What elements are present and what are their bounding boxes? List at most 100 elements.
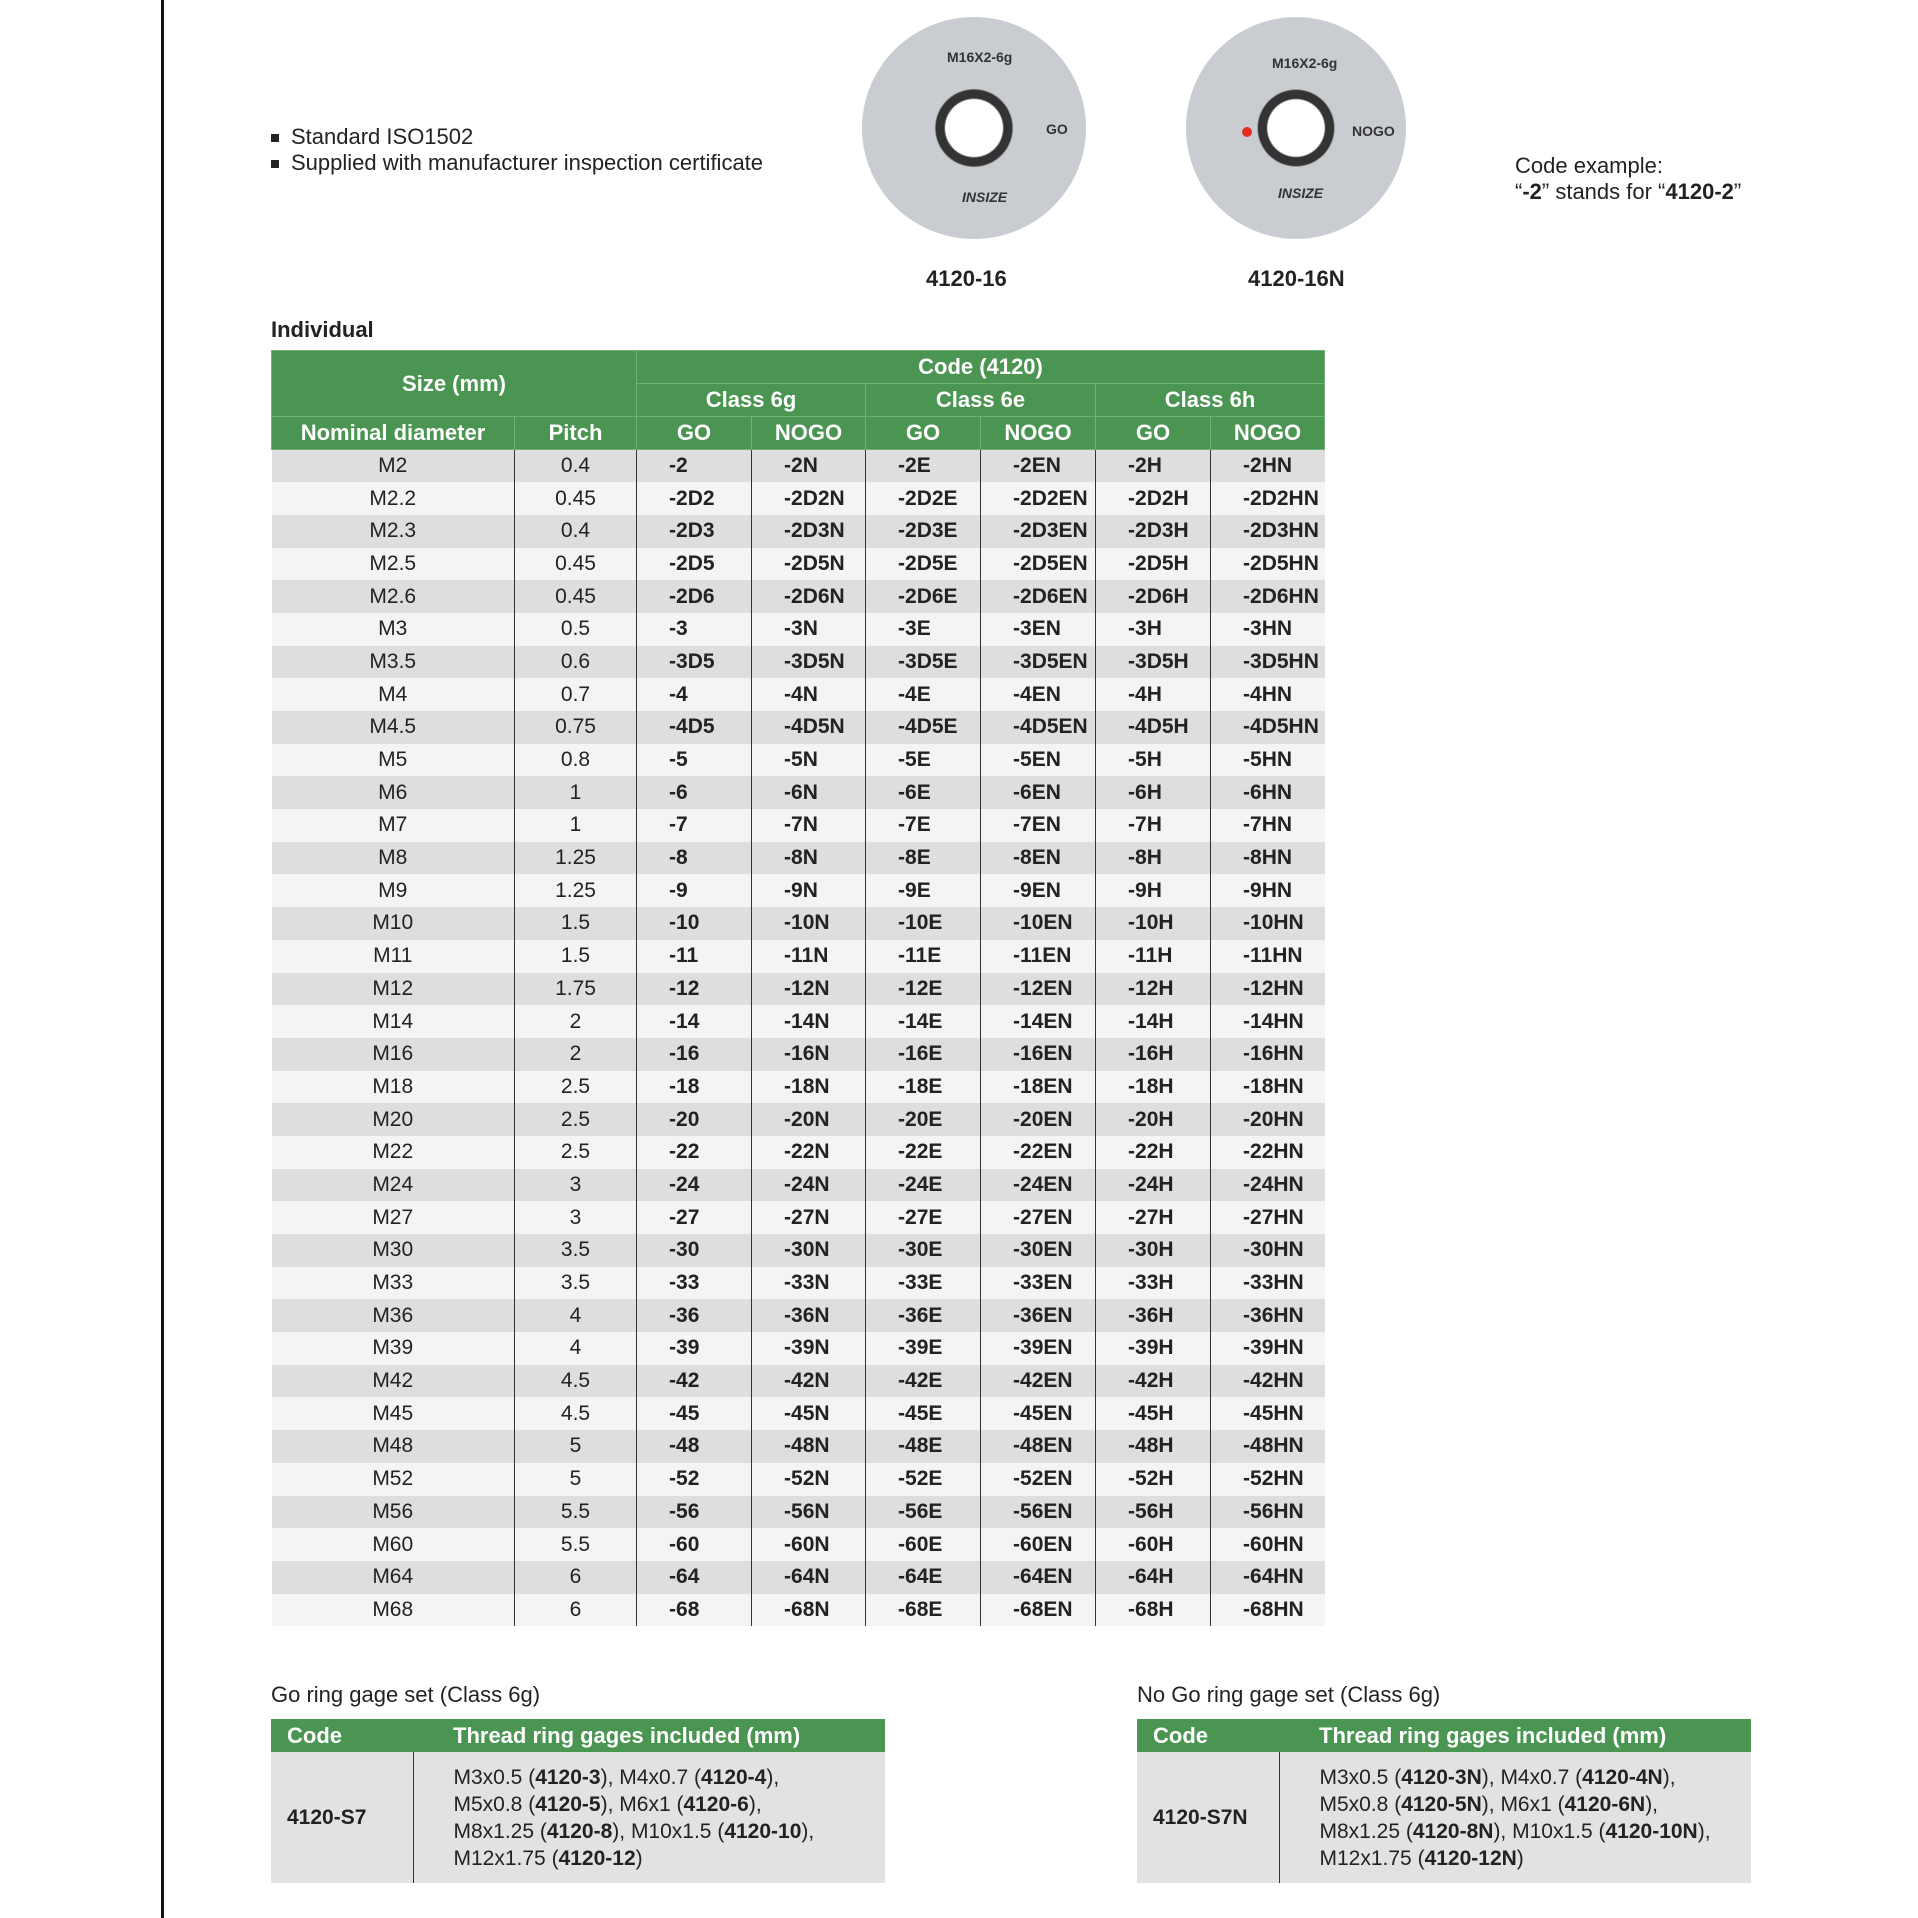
pitch-cell: 0.7 — [513, 678, 637, 711]
code-cell: -4D5HN — [1210, 711, 1325, 744]
code-cell: -4N — [751, 678, 866, 711]
code-cell: -64 — [636, 1560, 752, 1594]
code-cell: -64EN — [980, 1560, 1096, 1594]
gage-code: 4120-10 — [724, 1819, 802, 1843]
code-cell: -36EN — [980, 1299, 1096, 1333]
code-cell: -48E — [865, 1430, 981, 1463]
code-cell: -3H — [1095, 612, 1211, 646]
table-row: M11 1.5 -11 -11N -11E -11EN -11H -11HN — [271, 939, 1325, 973]
code-cell: -3 — [636, 612, 752, 646]
code-cell: -4HN — [1210, 678, 1325, 711]
table-row: M60 5.5 -60 -60N -60E -60EN -60H -60HN — [271, 1528, 1325, 1561]
gage-code: 4120-4N — [1582, 1765, 1663, 1789]
nominal-cell: M48 — [271, 1430, 515, 1463]
page-border-line — [161, 0, 164, 1918]
gage-code: 4120-5N — [1401, 1792, 1482, 1816]
size-header: Size (mm) — [270, 350, 638, 417]
nominal-cell: M6 — [271, 776, 515, 810]
nominal-cell: M10 — [271, 907, 515, 940]
nominal-cell: M42 — [271, 1364, 515, 1398]
code-cell: -8 — [636, 841, 752, 875]
gage-code: 4120-12 — [558, 1846, 636, 1870]
nominal-cell: M5 — [271, 743, 515, 777]
code-cell: -42E — [865, 1364, 981, 1398]
code-cell: -2D5EN — [980, 547, 1096, 581]
nominal-cell: M14 — [271, 1005, 515, 1038]
code-cell: -5EN — [980, 743, 1096, 777]
brand-logo: INSIZE — [962, 189, 1008, 205]
table-row: M18 2.5 -18 -18N -18E -18EN -18H -18HN — [271, 1070, 1325, 1104]
code-cell: -33 — [636, 1266, 752, 1300]
code-example-title: Code example: — [1515, 153, 1663, 178]
code-cell: -16E — [865, 1037, 981, 1071]
code-cell: -10N — [751, 907, 866, 940]
pitch-cell: 0.8 — [513, 743, 637, 777]
set-code: 4120-S7N — [1137, 1752, 1280, 1883]
example-full-code: 4120-2 — [1665, 179, 1734, 204]
table-row: M64 6 -64 -64N -64E -64EN -64H -64HN — [271, 1560, 1325, 1594]
code-cell: -3D5N — [751, 645, 866, 679]
pitch-cell: 5 — [513, 1430, 637, 1463]
code-cell: -39H — [1095, 1332, 1211, 1365]
code-cell: -48H — [1095, 1430, 1211, 1463]
gauge-marking: M16X2-6g — [947, 49, 1013, 65]
table-row: M2 0.4 -2 -2N -2E -2EN -2H -2HN — [271, 449, 1325, 483]
code-header: Code — [271, 1719, 413, 1752]
code-cell: -2D3N — [751, 514, 866, 548]
pitch-cell: 0.4 — [513, 449, 637, 483]
individual-table: Size (mm) Code (4120) Class 6g Class 6e … — [270, 350, 1326, 1627]
gage-size: M4x0.7 — [619, 1765, 689, 1789]
code-cell: -68EN — [980, 1593, 1096, 1627]
pitch-cell: 4.5 — [513, 1364, 637, 1398]
code-cell: -60EN — [980, 1528, 1096, 1561]
code-cell: -11E — [865, 939, 981, 973]
table-row: M3 0.5 -3 -3N -3E -3EN -3H -3HN — [271, 612, 1325, 646]
code-cell: -4D5N — [751, 711, 866, 744]
table-row: M39 4 -39 -39N -39E -39EN -39H -39HN — [271, 1332, 1325, 1365]
pitch-cell: 2.5 — [513, 1135, 637, 1169]
code-cell: -2D2EN — [980, 482, 1096, 515]
code-cell: -27HN — [1210, 1201, 1325, 1234]
code-cell: -5H — [1095, 743, 1211, 777]
code-cell: -42 — [636, 1364, 752, 1398]
code-cell: -39 — [636, 1332, 752, 1365]
table-row: M52 5 -52 -52N -52E -52EN -52H -52HN — [271, 1462, 1325, 1496]
code-cell: -39E — [865, 1332, 981, 1365]
pitch-cell: 1.5 — [513, 907, 637, 940]
gage-code: 4120-6 — [683, 1792, 749, 1816]
code-cell: -22H — [1095, 1135, 1211, 1169]
code-cell: -7 — [636, 809, 752, 842]
code-cell: -20H — [1095, 1103, 1211, 1136]
pitch-cell: 5.5 — [513, 1528, 637, 1561]
code-cell: -68 — [636, 1593, 752, 1627]
nominal-cell: M24 — [271, 1168, 515, 1202]
nominal-cell: M8 — [271, 841, 515, 875]
gage-size: M3x0.5 — [1319, 1765, 1389, 1789]
code-cell: -60E — [865, 1528, 981, 1561]
code-cell: -2D2H — [1095, 482, 1211, 515]
nominal-cell: M56 — [271, 1495, 515, 1529]
nominal-cell: M36 — [271, 1299, 515, 1333]
code-cell: -27H — [1095, 1201, 1211, 1234]
gage-code: 4120-12N — [1424, 1846, 1517, 1870]
nominal-cell: M4.5 — [271, 711, 515, 744]
table-row: M48 5 -48 -48N -48E -48EN -48H -48HN — [271, 1430, 1325, 1463]
code-cell: -27E — [865, 1201, 981, 1234]
code-cell: -52E — [865, 1462, 981, 1496]
nominal-cell: M4 — [271, 678, 515, 711]
q: “ — [1515, 179, 1523, 204]
code-cell: -68E — [865, 1593, 981, 1627]
gage-size: M5x0.8 — [453, 1792, 523, 1816]
code-cell: -60HN — [1210, 1528, 1325, 1561]
code-cell: -24E — [865, 1168, 981, 1202]
code-cell: -64HN — [1210, 1560, 1325, 1594]
pitch-cell: 4.5 — [513, 1397, 637, 1431]
nominal-cell: M52 — [271, 1462, 515, 1496]
pitch-cell: 3.5 — [513, 1266, 637, 1300]
pitch-cell: 1.5 — [513, 939, 637, 973]
pitch-cell: 1 — [513, 809, 637, 842]
code-cell: -24 — [636, 1168, 752, 1202]
code-cell: -24N — [751, 1168, 866, 1202]
code-cell: -3D5 — [636, 645, 752, 679]
code-cell: -33H — [1095, 1266, 1211, 1300]
